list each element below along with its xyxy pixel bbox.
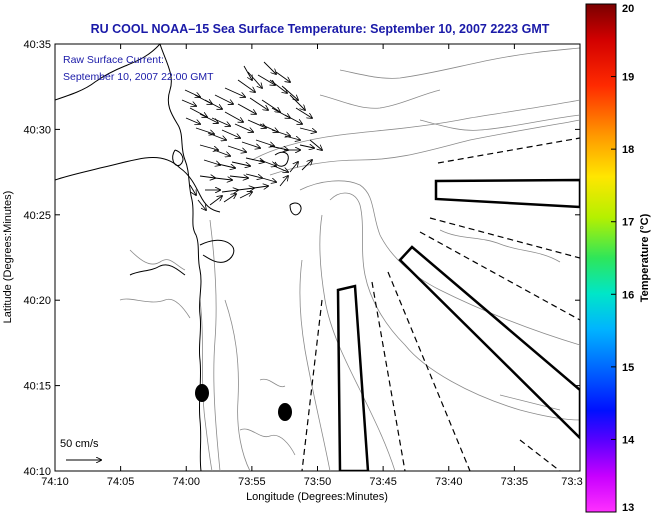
y-tick-label: 40:30 — [23, 124, 51, 136]
y-tick-label: 40:20 — [23, 295, 51, 307]
x-axis: 74:10 74:05 74:00 73:55 73:50 73:45 73:40 73:35… — [41, 44, 583, 488]
y-tick-label: 40:25 — [23, 210, 51, 222]
plot-frame — [54, 43, 581, 472]
sampling-boxes — [336, 178, 580, 471]
colorbar — [585, 3, 617, 513]
scale-label: 50 cm/s — [60, 438, 99, 450]
x-tick-label: 73:50 — [304, 476, 332, 488]
colorbar-tick-label: 18 — [622, 144, 634, 156]
colorbar-ticks: 20 19 18 17 16 15 14 13 — [611, 3, 635, 514]
y-tick-label: 40:15 — [23, 381, 51, 393]
colorbar-tick-label: 13 — [622, 502, 634, 514]
annotation-line-2: September 10, 2007 22:00 GMT — [63, 71, 214, 83]
x-tick-label: 74:00 — [172, 476, 200, 488]
coastline — [55, 44, 302, 471]
x-tick-label: 73:55 — [238, 476, 266, 488]
x-tick-label: 73:35 — [501, 476, 529, 488]
x-tick-label: 74:05 — [107, 476, 135, 488]
y-axis: 40:35 40:30 40:25 40:20 40:15 40:10 — [23, 39, 580, 478]
y-tick-label: 40:10 — [23, 466, 51, 478]
y-tick-label: 40:35 — [23, 39, 51, 51]
colorbar-tick-label: 16 — [622, 289, 634, 301]
x-tick-label: 73:40 — [435, 476, 463, 488]
sector-lines — [301, 137, 580, 471]
bathymetry-contours — [119, 47, 580, 471]
colorbar-label: Temperature (°C) — [639, 213, 651, 302]
x-tick-label: 73:45 — [369, 476, 397, 488]
surface-current-vectors — [181, 61, 322, 210]
x-tick-label: 73:3 — [561, 476, 582, 488]
colorbar-tick-label: 17 — [622, 217, 634, 229]
x-axis-label: Longitude (Degrees:Minutes) — [246, 491, 388, 503]
colorbar-tick-label: 14 — [622, 434, 635, 446]
annotation-line-1: Raw Surface Current: — [63, 54, 164, 66]
colorbar-tick-label: 20 — [622, 3, 634, 15]
map-title: RU COOL NOAA–15 Sea Surface Temperature:… — [90, 22, 550, 36]
station-marker — [195, 384, 209, 402]
station-marker — [278, 403, 292, 421]
x-tick-label: 74:10 — [41, 476, 69, 488]
colorbar-tick-label: 19 — [622, 72, 634, 84]
colorbar-tick-label: 15 — [622, 362, 634, 374]
y-axis-label: Latitude (Degrees:Minutes) — [2, 191, 14, 324]
